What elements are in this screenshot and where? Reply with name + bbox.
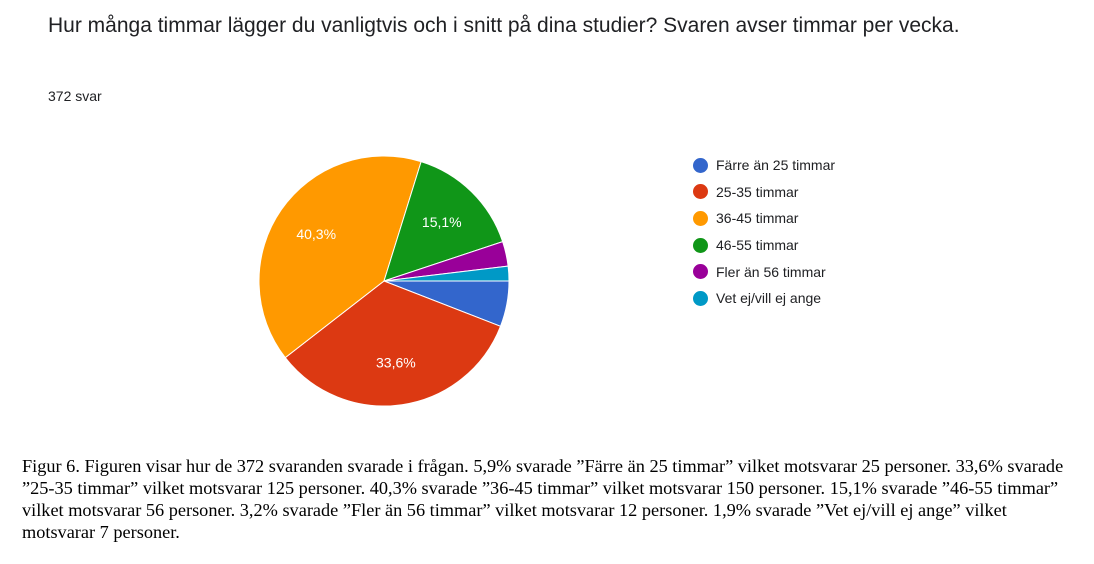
legend-swatch [693,264,708,280]
legend-item: Fler än 56 timmar [693,258,835,285]
pie-slice-5 [383,265,510,282]
chart-legend: Färre än 25 timmar 25-35 timmar 36-45 timm… [693,152,835,312]
legend-item: Färre än 25 timmar [693,152,835,179]
question-title: Hur många timmar lägger du vanligtvis oc… [48,14,960,37]
figure-caption: Figur 6. Figuren visar hur de 372 svaran… [22,456,1064,542]
legend-item: 36-45 timmar [693,205,835,232]
legend-label: Fler än 56 timmar [716,263,826,280]
legend-label: Vet ej/vill ej ange [716,290,822,307]
pie-slice-1 [284,280,502,407]
slice-percent-label: 40,3% [296,226,336,242]
slice-percent-label: 33,6% [376,355,416,371]
legend-label: 25-35 timmar [716,183,799,200]
legend-swatch [693,210,708,226]
legend-swatch [693,184,708,200]
legend-swatch [693,157,708,173]
legend-item: Vet ej/vill ej ange [693,285,835,312]
slice-percent-label: 15,1% [422,214,462,230]
pie-slice-2 [258,155,422,359]
legend-label: Färre än 25 timmar [716,157,836,174]
response-count: 372 svar [48,88,102,104]
legend-item: 25-35 timmar [693,179,835,206]
legend-swatch [693,290,708,306]
legend-swatch [693,237,708,253]
legend-item: 46-55 timmar [693,232,835,259]
legend-label: 46-55 timmar [716,237,799,254]
legend-label: 36-45 timmar [716,210,799,227]
